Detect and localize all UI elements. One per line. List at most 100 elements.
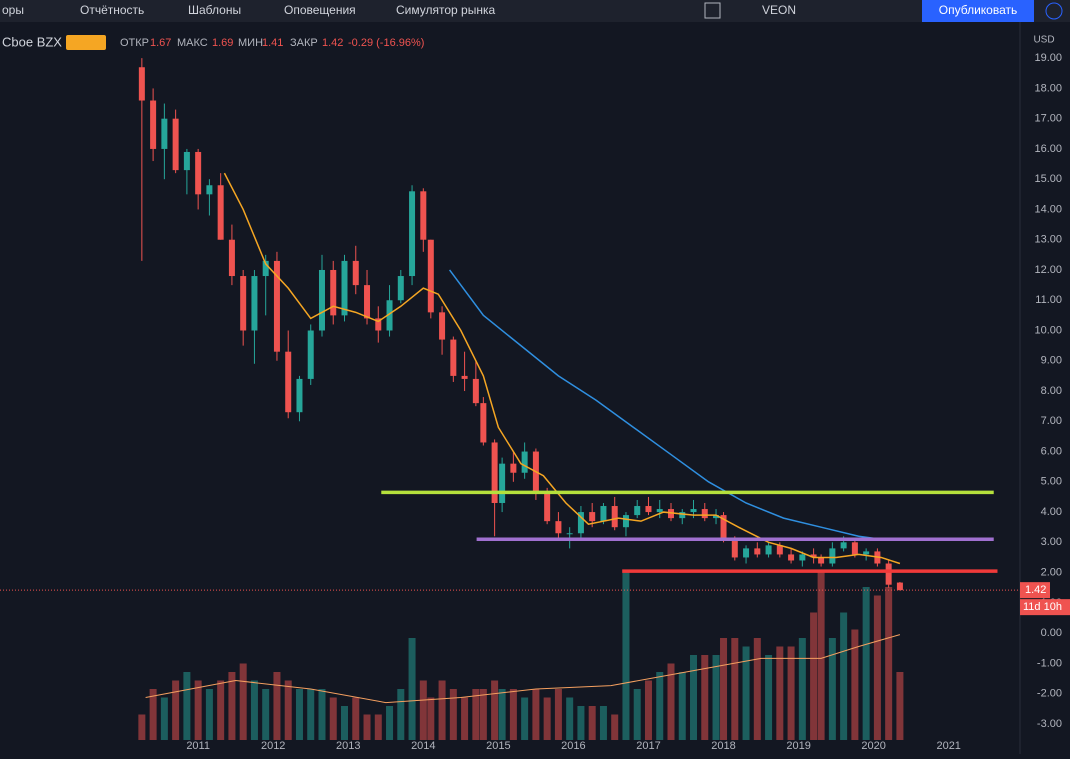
y-tick-label: 0.00 [1041, 627, 1062, 639]
candle-body [851, 542, 858, 555]
y-tick-label: 4.00 [1041, 506, 1062, 518]
volume-ma [145, 634, 901, 704]
candle-body [532, 451, 539, 494]
play-button[interactable] [1045, 2, 1063, 20]
candle-body [138, 67, 145, 101]
volume-bar [472, 689, 480, 740]
candle-body [375, 318, 382, 331]
candle-body [600, 506, 607, 522]
x-tick-label: 2015 [486, 740, 510, 752]
volume-bar [498, 689, 506, 740]
volume-bar [840, 612, 848, 740]
candle-body [656, 509, 663, 513]
last-price-label: 1.42 [1025, 584, 1046, 596]
legend-value: 1.42 [322, 37, 343, 49]
candle-body [183, 151, 190, 171]
candle-body [622, 515, 629, 528]
volume-bar [250, 680, 258, 740]
x-tick-label: 2013 [336, 740, 360, 752]
volume-bar [690, 655, 698, 740]
volume-bar [720, 638, 728, 740]
y-tick-label: -3.00 [1037, 718, 1062, 730]
volume-bar [633, 689, 641, 740]
y-tick-label: 2.00 [1041, 566, 1062, 578]
volume-bar [194, 680, 202, 740]
y-tick-label: -1.00 [1037, 657, 1062, 669]
candle-body [634, 506, 641, 516]
candle-body [713, 515, 720, 519]
volume-bar [329, 697, 337, 740]
y-tick-label: 10.00 [1034, 324, 1062, 336]
toolbar-icon[interactable] [704, 2, 721, 19]
toolbar-item[interactable]: Шаблоны [188, 3, 241, 17]
volume-bar [787, 646, 795, 740]
toolbar-item[interactable]: Оповещения [284, 3, 356, 17]
volume-bar [318, 689, 326, 740]
volume-bar [521, 697, 529, 740]
legend-label: ЗАКР [290, 37, 318, 49]
candle-body [262, 260, 269, 277]
candle-body [240, 276, 247, 331]
moving-average [223, 172, 901, 565]
volume-bar [851, 629, 859, 740]
volume-bar [479, 689, 487, 740]
y-tick-label: 14.00 [1034, 203, 1062, 215]
candle-body [743, 548, 750, 558]
candle-body [810, 554, 817, 558]
candle-body [544, 493, 551, 522]
candle-body [341, 260, 348, 316]
toolbar-item[interactable]: Отчётность [80, 3, 144, 17]
volume-bar [588, 706, 596, 740]
volume-bar [461, 697, 469, 740]
y-tick-label: 13.00 [1034, 234, 1062, 246]
y-tick-label: 17.00 [1034, 113, 1062, 125]
volume-bar [667, 663, 675, 740]
x-tick-label: 2017 [636, 740, 660, 752]
candle-body [386, 300, 393, 331]
volume-bar [566, 697, 574, 740]
candle-body [228, 239, 235, 277]
candle-body [754, 548, 761, 555]
y-tick-label: 18.00 [1034, 82, 1062, 94]
volume-bar [491, 680, 499, 740]
candle-body [307, 330, 314, 379]
volume-bar [862, 587, 870, 740]
volume-bar [622, 570, 630, 740]
volume-bar [149, 689, 157, 740]
candle-body [566, 533, 573, 535]
volume-bar [810, 612, 818, 740]
candle-body [318, 269, 325, 331]
y-tick-label: 5.00 [1041, 476, 1062, 488]
candle-body [589, 512, 596, 522]
volume-bar [765, 655, 773, 740]
candle-body [330, 269, 337, 316]
x-tick-label: 2014 [411, 740, 435, 752]
volume-bar [798, 638, 806, 740]
candle-body [510, 463, 517, 473]
y-tick-label: 15.00 [1034, 173, 1062, 185]
candle-body [788, 554, 795, 561]
volume-bar [543, 697, 551, 740]
volume-bar [656, 672, 664, 740]
candle-body [480, 403, 487, 443]
volume-bar [284, 680, 292, 740]
publish-label[interactable]: Опубликовать [939, 3, 1017, 17]
legend-value: 1.69 [212, 37, 233, 49]
candle-body [409, 191, 416, 277]
candle-body [863, 551, 870, 555]
candle-body [690, 509, 697, 513]
status-badge [66, 35, 106, 50]
toolbar-item[interactable]: оры [2, 3, 24, 17]
toolbar [0, 0, 1070, 22]
volume-bar [172, 680, 180, 740]
publish-button[interactable] [922, 0, 1034, 22]
exchange: Cboe BZX [2, 34, 62, 49]
legend-label: МИН [238, 37, 263, 49]
candle-body [645, 506, 652, 513]
volume-bar [532, 689, 540, 740]
countdown-label: 11d 10h [1023, 601, 1062, 613]
toolbar-item[interactable]: Симулятор рынка [396, 3, 495, 17]
volume-bar [386, 706, 394, 740]
y-tick-label: 16.00 [1034, 143, 1062, 155]
symbol-compare[interactable]: VEON [762, 3, 796, 17]
